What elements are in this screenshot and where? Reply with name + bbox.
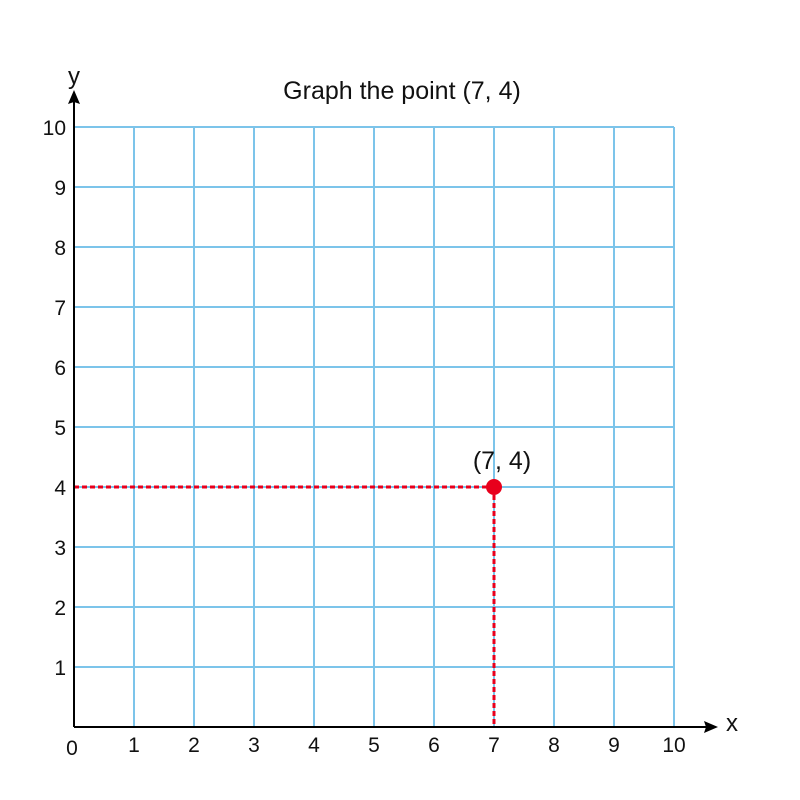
x-tick-label: 1	[128, 734, 140, 757]
origin-label: 0	[66, 737, 78, 760]
data-point	[486, 479, 502, 495]
y-tick-label: 9	[54, 177, 66, 200]
x-tick-label: 9	[608, 734, 620, 757]
tick-labels: 1 2 3 4 5 6 7 8 9 10 1 2 3 4 5 6 7 8 9 10	[43, 117, 686, 757]
x-axis-arrow-icon	[704, 721, 718, 733]
chart-title: Graph the point (7, 4)	[283, 77, 521, 105]
points: (7, 4)	[473, 447, 531, 495]
x-tick-label: 6	[428, 734, 440, 757]
y-tick-label: 7	[54, 297, 66, 320]
x-tick-label: 10	[662, 734, 685, 757]
x-tick-label: 7	[488, 734, 500, 757]
y-tick-label: 6	[54, 357, 66, 380]
y-tick-label: 1	[54, 657, 66, 680]
y-axis-arrow-icon	[68, 90, 80, 104]
y-tick-label: 5	[54, 417, 66, 440]
grid	[74, 126, 675, 727]
y-tick-label: 8	[54, 237, 66, 260]
axes	[68, 90, 718, 733]
x-tick-label: 3	[248, 734, 260, 757]
x-tick-label: 8	[548, 734, 560, 757]
guide-lines	[74, 485, 496, 727]
y-tick-label: 4	[54, 477, 66, 500]
x-tick-label: 2	[188, 734, 200, 757]
y-tick-label: 3	[54, 537, 66, 560]
y-axis-label: y	[68, 63, 80, 90]
x-tick-label: 4	[308, 734, 320, 757]
y-tick-label: 2	[54, 597, 66, 620]
point-label: (7, 4)	[473, 447, 531, 475]
y-tick-label: 10	[43, 117, 66, 140]
x-axis-label: x	[726, 710, 738, 737]
x-tick-label: 5	[368, 734, 380, 757]
